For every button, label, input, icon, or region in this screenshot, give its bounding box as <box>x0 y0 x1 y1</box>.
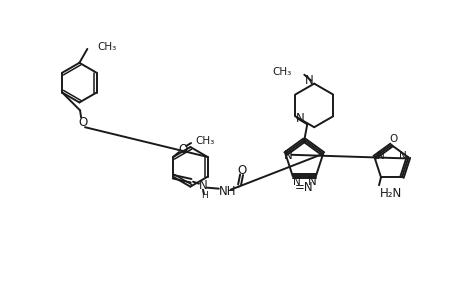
Text: N: N <box>284 149 292 162</box>
Text: O: O <box>178 142 187 155</box>
Text: N: N <box>295 112 304 125</box>
Text: NH: NH <box>218 185 236 198</box>
Text: O: O <box>78 116 88 129</box>
Text: N: N <box>398 152 405 161</box>
Text: =N: =N <box>294 181 313 194</box>
Text: N: N <box>307 176 316 188</box>
Text: N: N <box>198 179 207 192</box>
Text: CH₃: CH₃ <box>97 42 116 52</box>
Text: N: N <box>304 74 313 87</box>
Text: CH₃: CH₃ <box>272 67 291 77</box>
Text: CH₃: CH₃ <box>195 136 214 146</box>
Text: H: H <box>201 191 208 200</box>
Text: O: O <box>388 134 397 144</box>
Text: N: N <box>376 152 384 161</box>
Text: H₂N: H₂N <box>380 187 402 200</box>
Text: O: O <box>236 164 246 177</box>
Text: N: N <box>292 177 300 187</box>
